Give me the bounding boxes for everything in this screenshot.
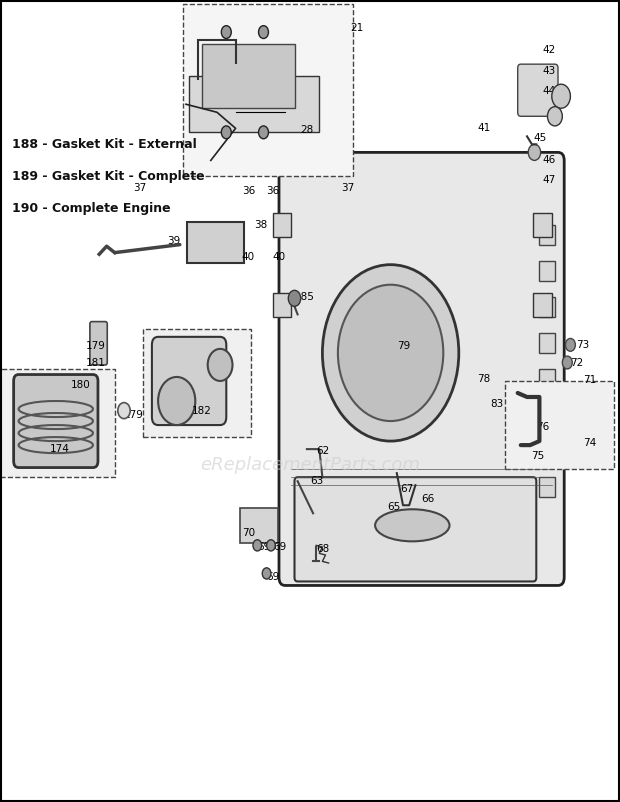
- Circle shape: [547, 107, 562, 126]
- Text: 185: 185: [294, 292, 314, 302]
- Text: 38: 38: [254, 220, 267, 229]
- Circle shape: [322, 265, 459, 441]
- Circle shape: [253, 540, 262, 551]
- Text: 179: 179: [86, 342, 105, 351]
- Text: 63: 63: [310, 476, 323, 486]
- Ellipse shape: [375, 509, 449, 541]
- Bar: [533, 213, 552, 237]
- Text: 67: 67: [400, 484, 413, 494]
- Text: 44: 44: [542, 87, 556, 96]
- FancyBboxPatch shape: [279, 152, 564, 585]
- Text: 37: 37: [133, 183, 146, 192]
- Circle shape: [562, 356, 572, 369]
- Text: 66: 66: [422, 494, 435, 504]
- Text: 74: 74: [583, 438, 596, 448]
- Text: 39: 39: [167, 236, 180, 245]
- Circle shape: [528, 144, 541, 160]
- Text: 37: 37: [341, 183, 354, 192]
- FancyBboxPatch shape: [14, 375, 98, 468]
- Text: 76: 76: [536, 422, 549, 431]
- Text: 69: 69: [257, 542, 270, 552]
- Text: 40: 40: [242, 252, 255, 261]
- Text: 188 - Gasket Kit - External: 188 - Gasket Kit - External: [12, 138, 197, 151]
- Bar: [273, 213, 291, 237]
- Text: 180: 180: [71, 380, 91, 390]
- Text: 47: 47: [542, 176, 556, 185]
- Circle shape: [259, 126, 268, 139]
- Circle shape: [221, 126, 231, 139]
- FancyBboxPatch shape: [189, 76, 319, 132]
- Text: 36: 36: [242, 186, 255, 196]
- Bar: [183, 4, 353, 176]
- Text: 68: 68: [316, 545, 329, 554]
- FancyBboxPatch shape: [294, 477, 536, 581]
- Circle shape: [158, 377, 195, 425]
- Text: 79: 79: [397, 342, 410, 351]
- Text: 78: 78: [477, 374, 490, 383]
- Bar: [273, 293, 291, 317]
- FancyBboxPatch shape: [187, 222, 244, 263]
- Circle shape: [262, 568, 271, 579]
- Text: 28: 28: [301, 125, 314, 135]
- Bar: [533, 293, 552, 317]
- FancyBboxPatch shape: [90, 322, 107, 365]
- Circle shape: [259, 26, 268, 38]
- Text: 181: 181: [86, 358, 105, 367]
- Circle shape: [565, 338, 575, 351]
- Bar: [143, 329, 251, 437]
- FancyBboxPatch shape: [152, 337, 226, 425]
- Text: 179: 179: [124, 411, 144, 420]
- Text: 36: 36: [267, 186, 280, 196]
- Text: 190 - Complete Engine: 190 - Complete Engine: [12, 202, 171, 215]
- Bar: [539, 333, 555, 353]
- Bar: [0, 369, 115, 477]
- Circle shape: [208, 349, 232, 381]
- Circle shape: [267, 540, 275, 551]
- Bar: [539, 261, 555, 281]
- Text: 40: 40: [273, 252, 286, 261]
- Circle shape: [552, 84, 570, 108]
- Text: 72: 72: [570, 358, 583, 367]
- Bar: [539, 441, 555, 461]
- FancyBboxPatch shape: [240, 508, 278, 543]
- Text: 182: 182: [192, 406, 212, 415]
- Text: 46: 46: [542, 156, 556, 165]
- Text: 189 - Gasket Kit - Complete: 189 - Gasket Kit - Complete: [12, 170, 205, 183]
- Text: 45: 45: [533, 133, 546, 143]
- Text: 71: 71: [583, 375, 596, 385]
- Bar: [539, 369, 555, 389]
- Text: 62: 62: [316, 446, 329, 456]
- Circle shape: [221, 26, 231, 38]
- Text: 21: 21: [350, 23, 363, 33]
- Circle shape: [338, 285, 443, 421]
- Text: 69: 69: [267, 573, 280, 582]
- Text: eReplacementParts.com: eReplacementParts.com: [200, 456, 420, 474]
- Bar: [539, 477, 555, 497]
- Text: 65: 65: [388, 502, 401, 512]
- Text: 69: 69: [273, 542, 286, 552]
- Bar: [505, 381, 614, 469]
- Text: 75: 75: [531, 451, 544, 460]
- Bar: [539, 225, 555, 245]
- FancyBboxPatch shape: [518, 64, 558, 116]
- FancyBboxPatch shape: [202, 44, 294, 108]
- Text: 174: 174: [50, 444, 69, 454]
- Bar: [539, 297, 555, 317]
- Text: 41: 41: [477, 124, 490, 133]
- Circle shape: [288, 290, 301, 306]
- Text: 42: 42: [542, 45, 556, 55]
- Text: 73: 73: [577, 340, 590, 350]
- Text: 70: 70: [242, 529, 255, 538]
- Text: 83: 83: [490, 399, 503, 409]
- Bar: [539, 405, 555, 425]
- Text: 43: 43: [542, 66, 556, 75]
- Circle shape: [118, 403, 130, 419]
